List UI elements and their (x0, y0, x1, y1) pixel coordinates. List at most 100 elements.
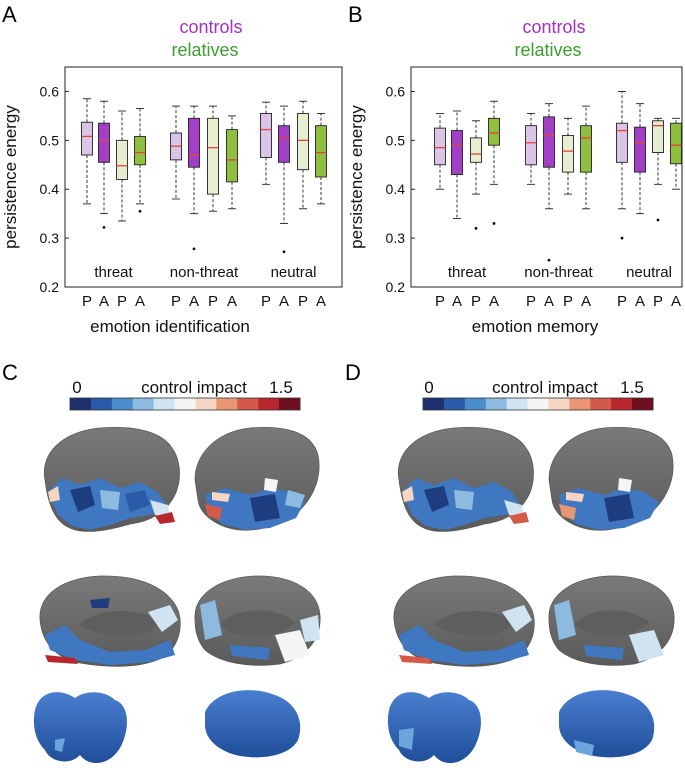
x-tick-label: A (135, 293, 145, 310)
colorbar-min-label: 0 (424, 378, 433, 397)
box (616, 122, 628, 163)
box (315, 125, 327, 178)
colorbar-frame (422, 397, 654, 411)
colorbar-swatch (111, 398, 134, 410)
legend-relatives-a: relatives (171, 40, 238, 60)
y-tick-label: 0.5 (386, 132, 406, 148)
x-tick-label: A (489, 293, 499, 310)
colorbar-swatch (279, 398, 301, 410)
colorbar-swatch (506, 398, 529, 410)
legend-relatives-b: relatives (514, 40, 581, 60)
outlier-point (656, 218, 660, 222)
panel-label-d: D (345, 360, 361, 385)
colorbar-d: 0 control impact 1.5 (422, 378, 654, 411)
x-tick-label: P (526, 293, 536, 310)
box (188, 117, 200, 168)
outlier-point (474, 226, 478, 230)
group-label: neutral (271, 264, 317, 281)
legend-controls-a: controls (179, 17, 242, 37)
y-tick-label: 0.5 (40, 132, 60, 148)
group-label: neutral (626, 264, 672, 281)
outlier-point (282, 250, 286, 254)
colorbar-swatch (548, 398, 570, 410)
colorbar-swatch (632, 398, 654, 410)
box (580, 125, 592, 173)
colorbar-swatch (423, 398, 445, 410)
colorbar-swatch (527, 398, 549, 410)
cerebellum-left (387, 692, 481, 764)
x-tick-label: P (117, 293, 127, 310)
box (226, 129, 238, 183)
x-tick-label: P (617, 293, 627, 310)
x-tick-label: P (82, 293, 92, 310)
x-tick-label: A (227, 293, 237, 310)
plot-frame-b (410, 66, 683, 288)
x-tick-label: P (563, 293, 573, 310)
colorbar-swatch (443, 398, 466, 410)
colorbar-swatch (485, 398, 508, 410)
y-tick-label: 0.4 (40, 181, 60, 197)
colorbar-title: control impact (141, 378, 247, 397)
x-tick-label: P (471, 293, 481, 310)
brain-lateral-left (43, 427, 180, 532)
colorbar-swatch (153, 398, 176, 410)
y-tick-label: 0.6 (40, 83, 60, 99)
group-label: threat (94, 264, 133, 281)
box (670, 122, 682, 165)
outlier-point (492, 222, 496, 225)
colorbar-swatches (423, 398, 654, 410)
x-tick-label: A (316, 293, 326, 310)
x-tick-label: A (99, 293, 109, 310)
colorbar-swatch (174, 398, 196, 410)
group-label: non-threat (170, 264, 239, 281)
colorbar-min-label: 0 (72, 378, 81, 397)
x-tick-label: P (298, 293, 308, 310)
colorbar-c: 0 control impact 1.5 (69, 378, 301, 411)
brain-medial-left (39, 575, 181, 667)
box (562, 134, 574, 173)
colorbar-swatch (590, 398, 612, 410)
colorbar-title: control impact (492, 378, 598, 397)
x-tick-label: A (544, 293, 554, 310)
panel-label-c: C (2, 360, 18, 385)
x-tick-label: A (452, 293, 462, 310)
colorbar-swatch (132, 398, 155, 410)
outlier-point (547, 258, 551, 262)
plot-frame-a (64, 66, 343, 288)
group-label: threat (448, 264, 487, 281)
x-tick-label: A (189, 293, 199, 310)
box (116, 139, 128, 180)
colorbar-swatch (611, 398, 633, 410)
panel-label-b: B (348, 2, 363, 27)
box (525, 125, 537, 166)
colorbar-max-label: 1.5 (269, 378, 293, 397)
brain-medial-left (393, 575, 535, 667)
brain-panel-d (387, 427, 675, 764)
brain-lateral-right (548, 427, 674, 531)
box (652, 120, 664, 154)
brain-panel-c (33, 427, 321, 764)
group-label: non-threat (524, 264, 593, 281)
box (134, 135, 146, 166)
outlier-point (138, 209, 142, 213)
y-tick-label: 0.3 (40, 230, 60, 246)
brain-medial-right (194, 575, 321, 666)
colorbar-swatch (195, 398, 217, 410)
y-tick-label: 0.2 (386, 279, 406, 295)
colorbar-swatch (216, 398, 238, 410)
panel-label-a: A (2, 2, 17, 27)
outlier-point (620, 236, 624, 240)
box (98, 122, 110, 163)
colorbar-swatch (569, 398, 591, 410)
colorbar-frame (69, 397, 301, 411)
colorbar-max-label: 1.5 (620, 378, 644, 397)
x-tick-label: P (208, 293, 218, 310)
colorbar-swatch (258, 398, 280, 410)
x-tick-label: A (279, 293, 289, 310)
box (634, 126, 646, 173)
x-tick-label: P (171, 293, 181, 310)
